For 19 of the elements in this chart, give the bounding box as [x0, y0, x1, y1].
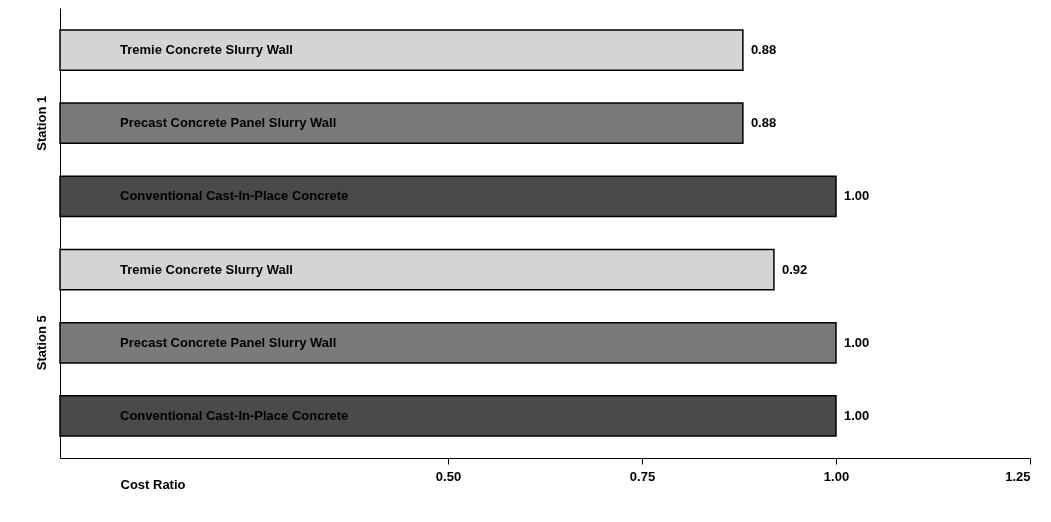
y-tick-label: Tremie Concrete Slurry Wall: [120, 42, 293, 58]
y-tick-label: Precast Concrete Panel Slurry Wall: [120, 115, 337, 131]
x-axis-title: Cost Ratio: [120, 476, 186, 492]
data-label: 0.88: [750, 42, 777, 58]
data-label: 1.00: [844, 407, 870, 423]
y-tick-label: Tremie Concrete Slurry Wall: [120, 261, 293, 277]
y-tick-label: Conventional Cast-In-Place Concrete: [120, 188, 349, 204]
data-label: 0.88: [750, 115, 777, 131]
x-tick-label: 1.00: [823, 468, 850, 484]
text: Station 1: [34, 95, 49, 151]
y-tick-label: Precast Concrete Panel Slurry Wall: [120, 334, 337, 350]
data-label: 1.00: [844, 188, 870, 204]
data-label: 1.00: [844, 334, 870, 350]
y-tick-label: Conventional Cast-In-Place Concrete: [120, 407, 349, 423]
x-tick-label: 0.50: [435, 468, 462, 484]
x-tick-label: 1.25: [1005, 468, 1031, 484]
text: Station 5: [34, 315, 49, 371]
x-tick-label: 0.75: [629, 468, 656, 484]
data-label: 0.92: [781, 261, 808, 277]
